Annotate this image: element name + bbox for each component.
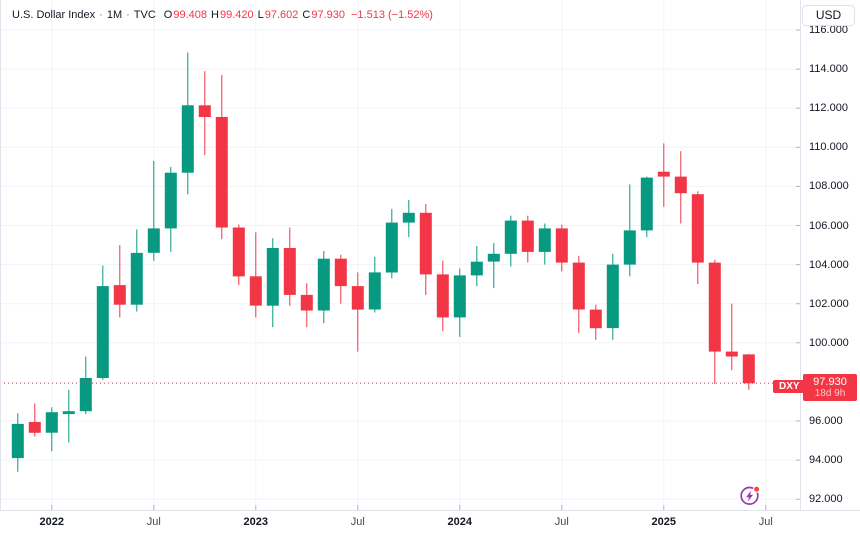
price-axis-label: 96.000 (809, 415, 843, 427)
price-scale[interactable]: 97.930 18d 9h 116.000 114.000 112.000 110.0… (800, 0, 860, 510)
candle-body-2025-04[interactable] (708, 262, 721, 352)
candle-body-2024-08[interactable] (572, 262, 585, 310)
price-axis-label: 94.000 (809, 454, 843, 467)
interval-label[interactable]: 1M (106, 9, 123, 21)
time-axis-label: Jul (350, 516, 365, 528)
candle-body-2024-10[interactable] (606, 264, 619, 329)
open-value: 99.408 (173, 9, 207, 21)
candle-body-2023-05[interactable] (317, 258, 330, 311)
price-axis-label: 116.000 (809, 24, 848, 36)
candle-body-2021-12[interactable] (28, 422, 41, 433)
candle-body-2023-10[interactable] (402, 212, 415, 223)
candle-body-2023-12[interactable] (436, 274, 449, 318)
time-axis-label: Jul (758, 516, 773, 528)
candle-body-2022-02[interactable] (62, 411, 75, 415)
time-scale[interactable]: 2022 Jul 2023 Jul 2024 Jul 2025 Jul (0, 510, 860, 535)
candle-body-2024-01[interactable] (453, 275, 466, 318)
candlestick-chart-canvas[interactable] (0, 0, 800, 510)
candle-body-2022-03[interactable] (79, 378, 92, 412)
exchange-label: TVC (133, 9, 156, 21)
candle-body-2023-02[interactable] (266, 248, 279, 306)
candle-body-2024-03[interactable] (487, 253, 500, 262)
boost-icon[interactable] (738, 484, 762, 508)
currency-button[interactable]: USD (802, 5, 855, 26)
low-label: L (257, 9, 264, 21)
candle-body-2024-06[interactable] (538, 228, 551, 252)
candle-body-2025-05[interactable] (725, 351, 738, 357)
candle-body-2024-04[interactable] (504, 220, 517, 254)
close-value: 97.930 (311, 9, 345, 21)
candle-body-2022-08[interactable] (164, 172, 177, 229)
candle-body-2022-06[interactable] (130, 252, 143, 305)
widget-left-border (0, 0, 1, 533)
header-separator: · (126, 9, 130, 21)
time-axis-label: Jul (554, 516, 569, 528)
low-value: 97.602 (264, 9, 299, 21)
high-label: H (211, 9, 219, 21)
candle-body-2022-07[interactable] (147, 228, 160, 253)
candle-body-2025-03[interactable] (691, 194, 704, 263)
price-axis-label: 100.000 (809, 336, 849, 349)
candle-body-2024-07[interactable] (555, 228, 568, 263)
symbol-title[interactable]: U.S. Dollar Index (12, 9, 96, 21)
close-label: C (302, 9, 311, 21)
candle-body-2024-12[interactable] (640, 177, 653, 231)
price-line-symbol-badge: DXY (773, 379, 806, 393)
price-axis-label: 106.000 (809, 219, 849, 232)
price-axis-label: 114.000 (809, 63, 848, 76)
candle-body-2022-10[interactable] (198, 105, 211, 117)
open-label: O (163, 9, 173, 21)
candle-body-2023-06[interactable] (334, 258, 347, 287)
bar-countdown: 18d 9h (814, 387, 846, 399)
candle-body-2023-08[interactable] (368, 272, 381, 310)
candle-body-2025-06[interactable] (742, 354, 755, 384)
time-axis-label: Jul (146, 516, 161, 528)
current-price-badge: 97.930 18d 9h (803, 373, 857, 401)
candle-body-2023-03[interactable] (283, 248, 296, 295)
candle-body-2023-11[interactable] (419, 212, 432, 275)
candle-body-2023-07[interactable] (351, 286, 364, 310)
time-axis-label: 2024 (447, 516, 473, 528)
price-axis-label: 112.000 (809, 102, 848, 115)
candle-body-2022-11[interactable] (215, 117, 228, 228)
price-axis-label: 102.000 (809, 297, 849, 310)
candle-body-2022-09[interactable] (181, 105, 194, 173)
candle-body-2022-05[interactable] (113, 285, 126, 305)
time-axis-label: 2022 (39, 516, 65, 528)
candle-body-2024-05[interactable] (521, 220, 534, 252)
change-label: −1.513 (−1.52%) (351, 9, 433, 21)
candle-body-2024-11[interactable] (623, 230, 636, 265)
time-axis-label: 2025 (651, 516, 677, 528)
symbol-header: U.S. Dollar Index · 1M · TVC O 99.408 H … (12, 8, 433, 22)
price-axis-label: 108.000 (809, 180, 849, 193)
header-separator: · (99, 9, 103, 21)
price-axis-label: 104.000 (809, 258, 849, 271)
price-axis-label: 110.000 (809, 141, 848, 154)
candle-body-2022-12[interactable] (232, 227, 245, 277)
time-axis-label: 2023 (243, 516, 269, 528)
candle-body-2023-01[interactable] (249, 276, 262, 306)
candle-body-2024-09[interactable] (589, 309, 602, 329)
candle-body-2021-11[interactable] (11, 423, 24, 459)
current-price-value: 97.930 (813, 375, 847, 388)
candle-body-2022-01[interactable] (45, 412, 58, 433)
candle-body-2024-02[interactable] (470, 261, 483, 276)
candle-body-2022-04[interactable] (96, 286, 109, 378)
candle-body-2023-04[interactable] (300, 294, 313, 311)
candle-body-2023-09[interactable] (385, 222, 398, 273)
price-axis-label: 92.000 (809, 493, 843, 506)
lightning-bolt-icon (740, 485, 761, 505)
candle-body-2025-02[interactable] (674, 176, 687, 194)
high-value: 99.420 (219, 9, 254, 21)
candle-body-2025-01[interactable] (657, 171, 670, 177)
